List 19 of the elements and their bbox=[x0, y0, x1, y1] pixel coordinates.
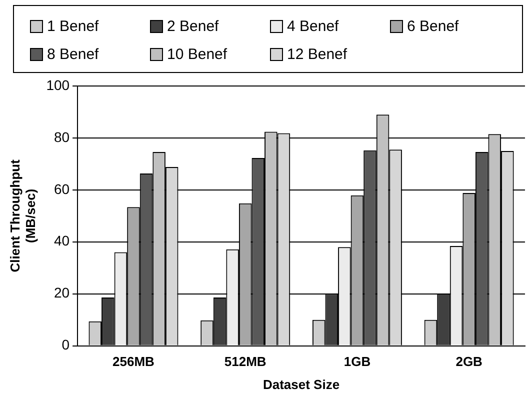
legend-label: 12 Benef bbox=[287, 46, 348, 62]
y-tick-label: 20 bbox=[54, 284, 70, 301]
x-axis-title: Dataset Size bbox=[262, 376, 340, 392]
legend-label: 2 Benef bbox=[167, 18, 219, 34]
legend-label: 4 Benef bbox=[287, 18, 339, 34]
x-tick-label: 512MB bbox=[224, 354, 266, 370]
legend-label: 8 Benef bbox=[47, 46, 99, 62]
y-tick-label: 80 bbox=[54, 128, 70, 145]
y-tick-label: 60 bbox=[54, 180, 70, 197]
legend-label: 1 Benef bbox=[47, 18, 99, 34]
legend-label: 10 Benef bbox=[167, 46, 228, 62]
y-axis-title: Client Throughput (MB/sec) bbox=[7, 158, 38, 272]
x-tick-label: 256MB bbox=[112, 354, 154, 370]
y-tick-label: 40 bbox=[54, 232, 70, 249]
x-tick-label: 2GB bbox=[456, 354, 482, 370]
y-tick-label: 100 bbox=[46, 76, 70, 93]
y-tick-label: 0 bbox=[62, 336, 70, 353]
legend-label: 6 Benef bbox=[407, 18, 459, 34]
x-tick-label: 1GB bbox=[344, 354, 371, 370]
